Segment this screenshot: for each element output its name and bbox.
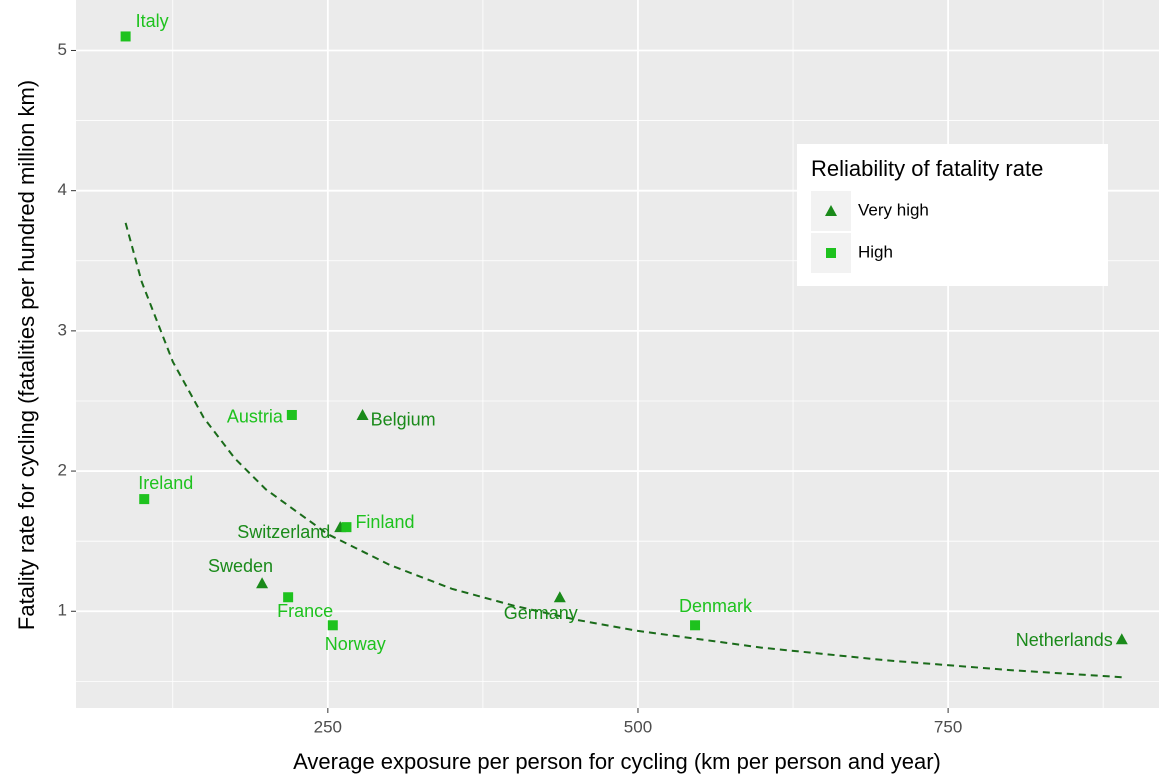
x-tick-label: 500	[624, 717, 652, 736]
point	[139, 494, 150, 505]
y-tick-label: 2	[58, 461, 67, 480]
point-label: Sweden	[208, 556, 273, 576]
point	[690, 620, 701, 631]
point	[356, 408, 369, 420]
legend-label: High	[858, 242, 893, 261]
point-label: Austria	[227, 407, 284, 427]
y-tick-label: 3	[58, 320, 67, 339]
point-label: Switzerland	[237, 522, 330, 542]
y-tick-label: 1	[58, 601, 67, 620]
y-tick-label: 4	[58, 180, 67, 199]
point	[1115, 633, 1128, 645]
point-label: Ireland	[138, 473, 193, 493]
legend-symbol	[825, 205, 837, 216]
point	[327, 620, 338, 631]
legend-title: Reliability of fatality rate	[811, 156, 1043, 181]
point-label: Norway	[325, 634, 386, 654]
legend: Reliability of fatality rate Very high Hi…	[797, 144, 1108, 286]
point	[286, 409, 297, 420]
point	[283, 592, 294, 603]
point-label: Italy	[136, 11, 169, 31]
point-label: Denmark	[679, 596, 753, 616]
point-label: France	[277, 601, 333, 621]
grid	[76, 0, 1159, 708]
x-tick-label: 750	[934, 717, 962, 736]
point-label: Belgium	[371, 410, 436, 430]
point	[553, 591, 566, 603]
marks: Belgium Switzerland Sweden Germany Netherlan…	[120, 11, 1128, 679]
point-label: Finland	[355, 512, 414, 532]
point-label: Germany	[504, 603, 578, 623]
trend-line	[124, 222, 1122, 679]
x-axis-title: Average exposure per person for cycling …	[293, 749, 941, 774]
legend-symbol	[826, 248, 836, 258]
point-label: Netherlands	[1016, 630, 1113, 650]
point	[120, 31, 131, 42]
y-axis-title: Fatality rate for cycling (fatalities pe…	[14, 80, 39, 630]
point	[341, 522, 352, 533]
point	[256, 577, 269, 589]
panel	[76, 0, 1159, 708]
legend-label: Very high	[858, 200, 929, 219]
y-tick-label: 5	[58, 40, 67, 59]
x-tick-label: 250	[314, 717, 342, 736]
